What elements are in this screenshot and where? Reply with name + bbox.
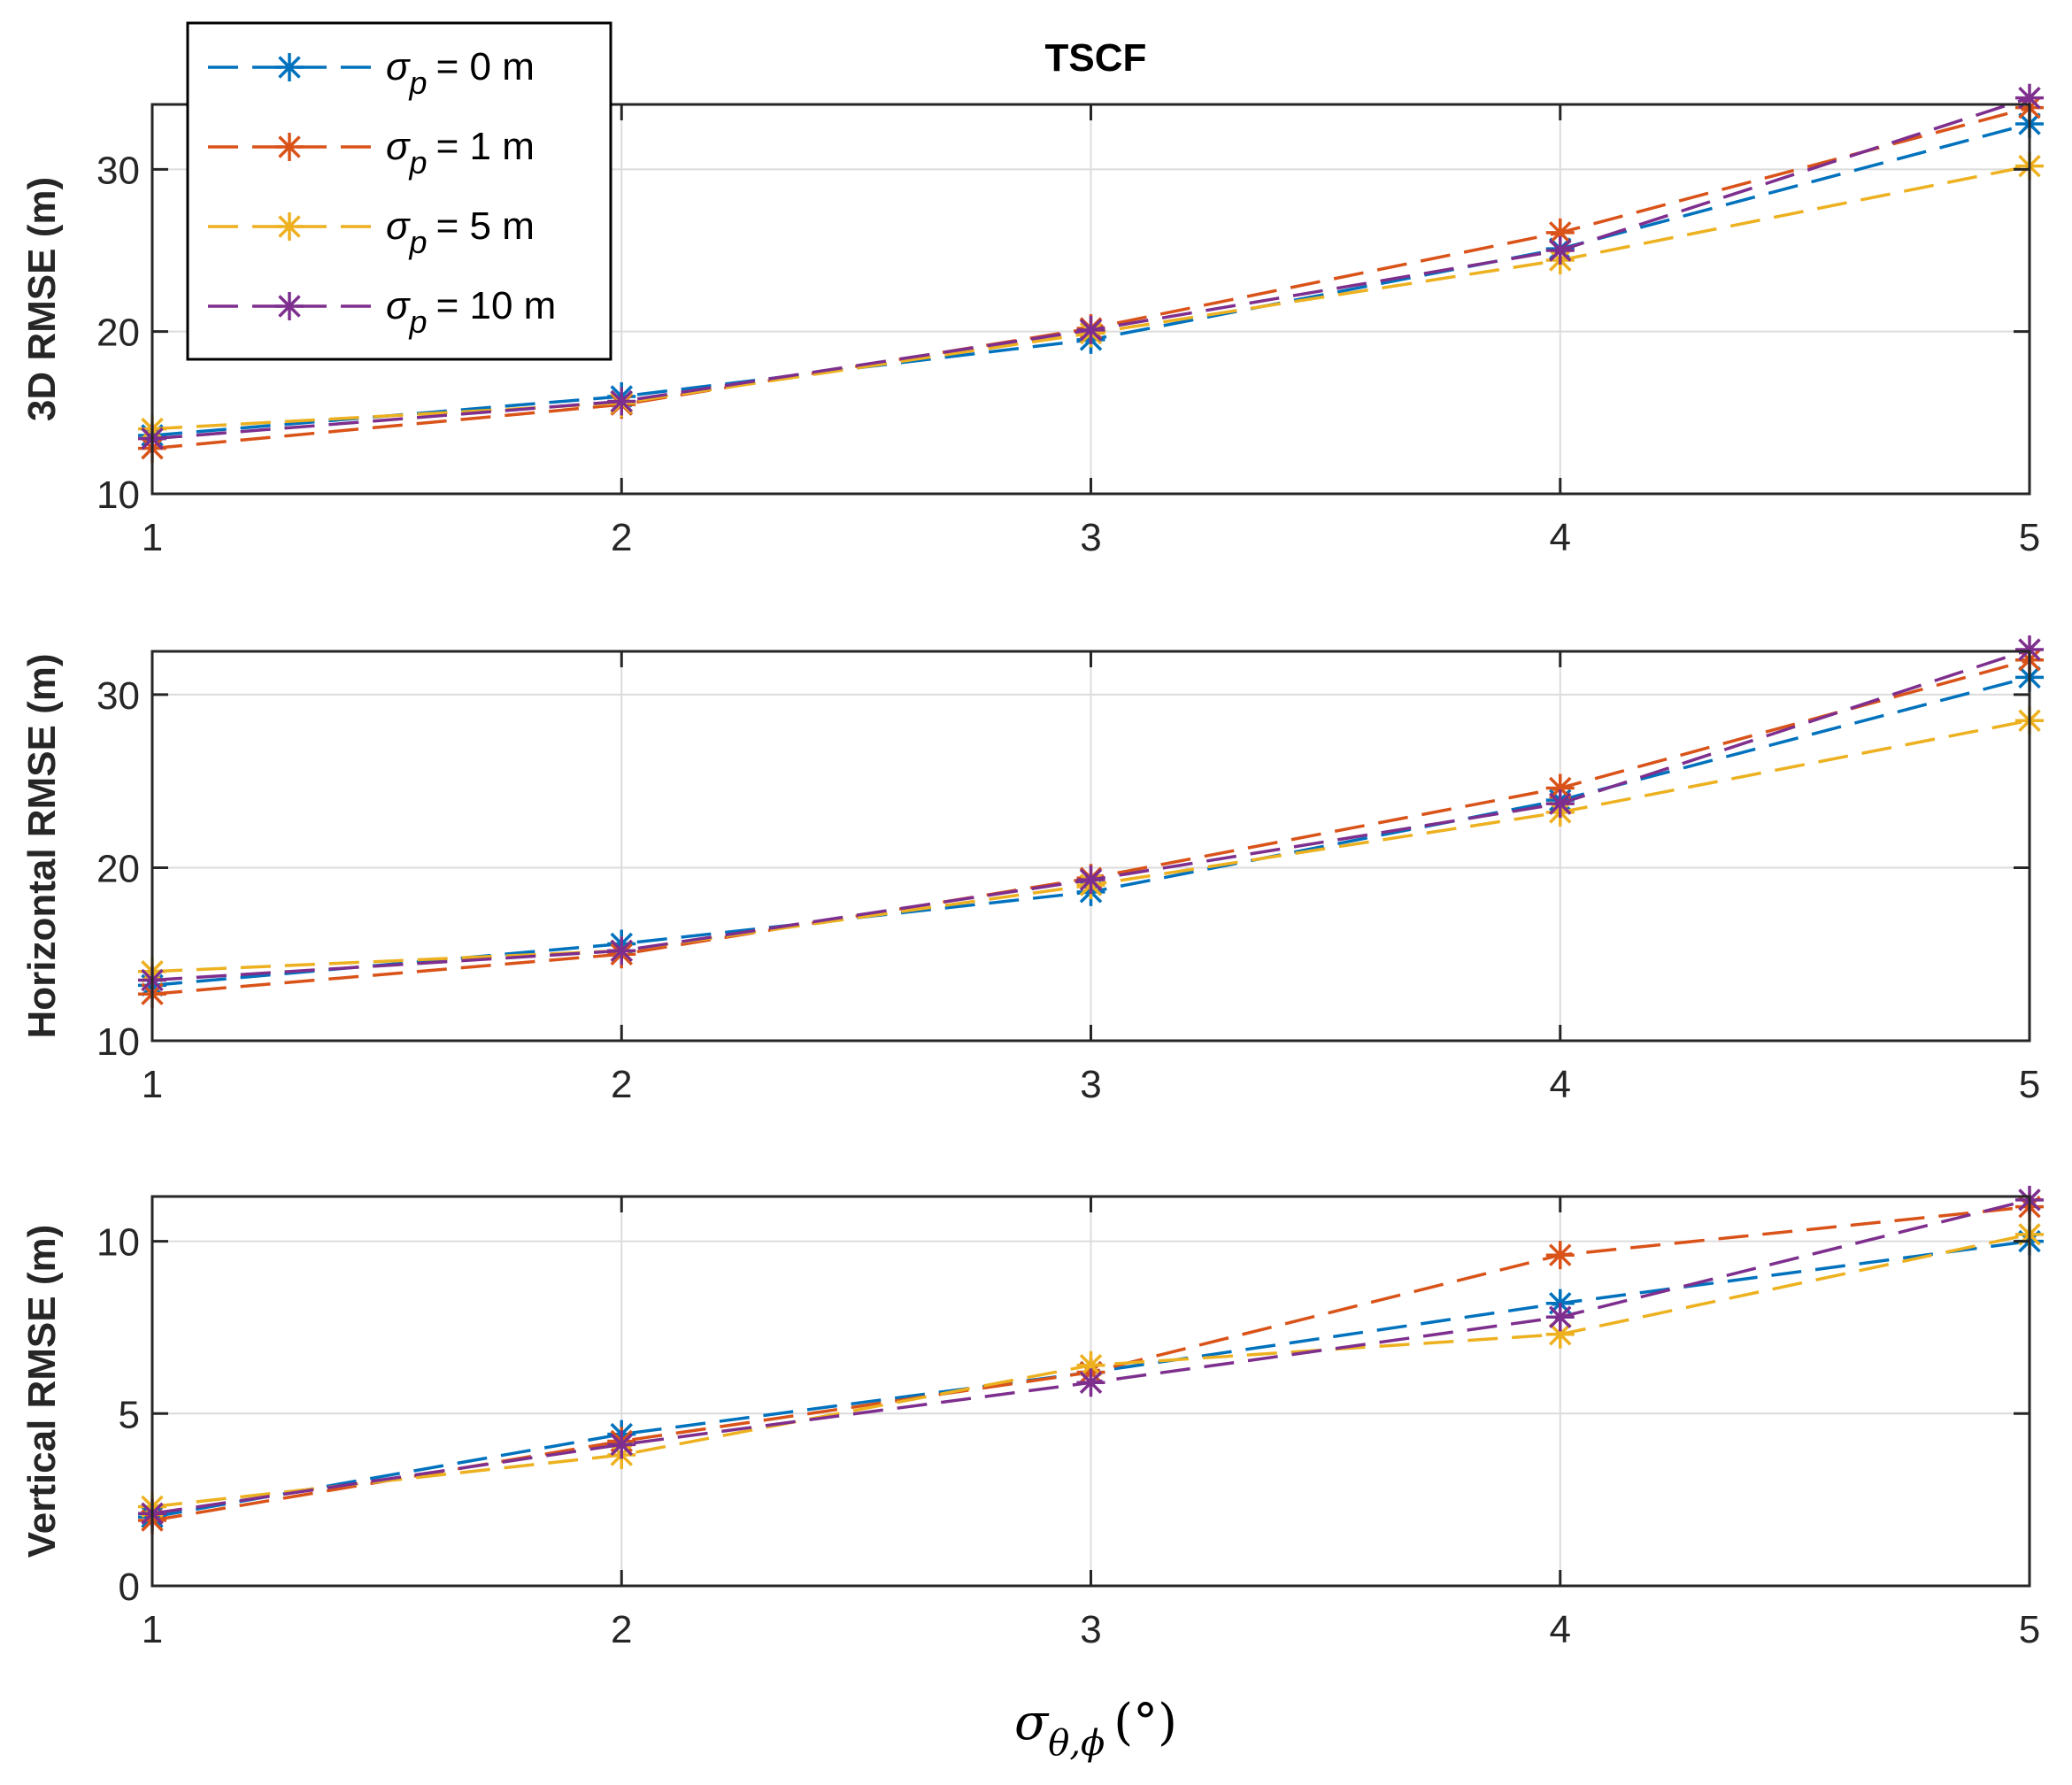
data-point-marker [607,387,636,416]
y-tick-label: 20 [96,312,140,355]
data-point-marker [1076,315,1105,344]
legend-entry-2: σp = 1 m [208,125,535,181]
legend-label: σp = 1 m [386,125,535,181]
data-point-marker [1545,236,1575,265]
y-tick-label: 10 [96,1020,140,1064]
x-axis-label: σθ,ϕ (°) [1014,1694,1177,1764]
legend-label: σp = 10 m [386,284,556,340]
x-tick-label: 1 [142,1063,163,1106]
x-tick-label: 3 [1080,1063,1101,1106]
x-tick-label: 2 [611,1063,632,1106]
subplot-2: 1 2 3 4 5 10 20 30 Horizontal RMSE (m) [20,635,2044,1106]
y-tick-label: 30 [96,149,140,192]
legend: σp = 0 mσp = 1 mσp = 5 mσp = 10 m [186,21,612,361]
legend-subscript: p [409,144,427,181]
x-tick-label: 5 [2019,1608,2040,1651]
x-axis-label-symbol: σ [1014,1694,1050,1751]
legend-value: = 10 m [436,284,557,327]
legend-symbol: σ [386,125,411,168]
y-tick-label: 5 [119,1393,140,1436]
legend-symbol: σ [386,204,411,248]
subplot-3: 1 2 3 4 5 0 5 10 Vertical RMSE (m) [20,1185,2044,1651]
legend-entry-3: σp = 5 m [208,204,535,260]
legend-entry-4: σp = 10 m [208,284,556,340]
data-point-marker [1545,1241,1575,1270]
y-axis-label: Horizontal RMSE (m) [20,653,64,1038]
legend-label: σp = 0 m [386,45,535,101]
x-tick-label: 2 [611,1608,632,1651]
data-point-marker [1545,789,1575,819]
legend-subscript: p [409,304,427,340]
x-axis-label-unit: (°) [1113,1694,1177,1751]
x-tick-label: 4 [1550,516,1571,559]
x-tick-label: 1 [142,1608,163,1651]
data-point-marker [2015,635,2044,665]
legend-value: = 5 m [436,204,535,248]
data-point-marker [607,936,636,966]
x-tick-label: 4 [1550,1608,1571,1651]
y-tick-label: 30 [96,674,140,718]
legend-subscript: p [409,224,427,260]
chart-title: TSCF [1045,36,1147,80]
data-point-marker [1545,1303,1575,1332]
data-point-marker [1076,866,1105,895]
x-tick-label: 3 [1080,1608,1101,1651]
y-tick-label: 10 [96,1221,140,1265]
y-tick-label: 10 [96,473,140,517]
data-point-marker [1545,218,1575,247]
data-point-marker [607,1430,636,1459]
x-tick-label: 2 [611,516,632,559]
legend-entry-1: σp = 0 m [208,45,535,101]
y-axis-label: Vertical RMSE (m) [20,1225,64,1558]
legend-box [186,21,612,361]
legend-marker [275,212,304,241]
x-tick-label: 4 [1550,1063,1571,1106]
y-tick-label: 0 [119,1566,140,1609]
legend-label: σp = 5 m [386,204,535,260]
legend-marker [275,292,304,320]
x-axis-label-subscript: θ,ϕ [1048,1723,1105,1764]
data-point-marker [1076,1368,1105,1397]
x-tick-label: 5 [2019,1063,2040,1106]
x-tick-label: 5 [2019,516,2040,559]
legend-value: = 1 m [436,125,535,168]
legend-subscript: p [409,65,427,101]
legend-symbol: σ [386,45,411,88]
y-tick-label: 20 [96,847,140,890]
y-axis-label: 3D RMSE (m) [20,177,64,421]
data-point-marker [1076,1350,1105,1380]
legend-symbol: σ [386,284,411,327]
legend-value: = 0 m [436,45,535,88]
x-tick-label: 3 [1080,516,1101,559]
legend-marker [275,133,304,161]
x-tick-label: 1 [142,516,163,559]
legend-marker [275,53,304,81]
